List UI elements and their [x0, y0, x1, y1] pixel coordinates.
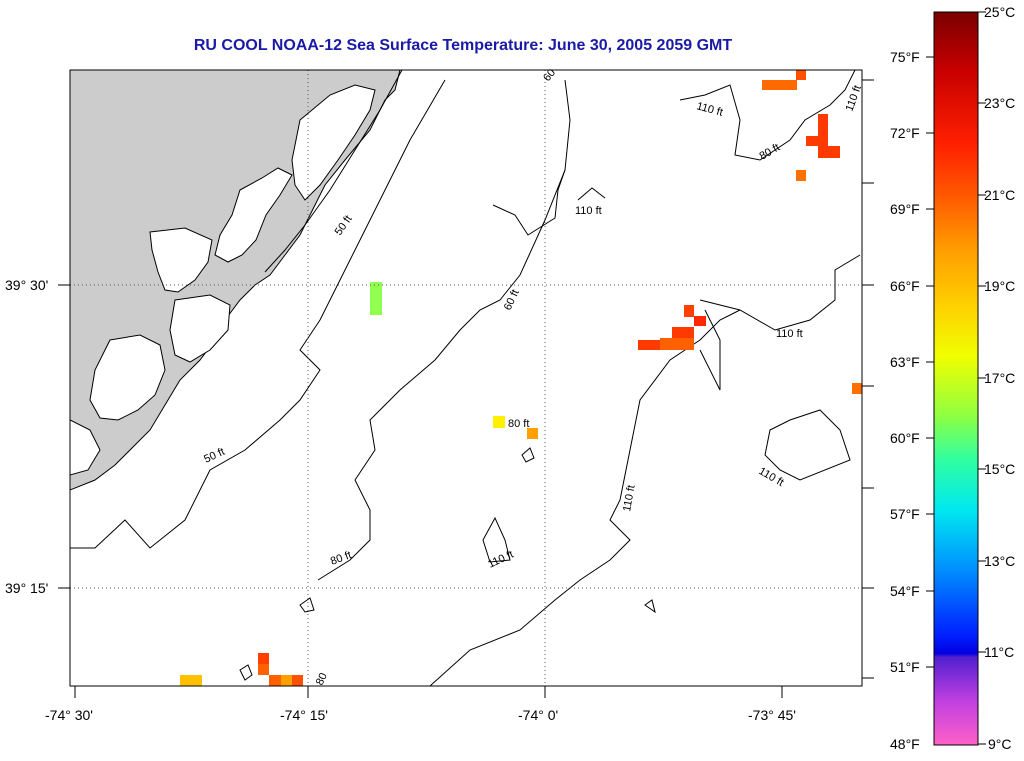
- celsius-label: 21°C: [984, 187, 1015, 203]
- coastline: [264, 70, 403, 273]
- contour-label: 110 ft: [757, 465, 786, 489]
- fahrenheit-label: 66°F: [890, 278, 920, 294]
- axis-ticks: [58, 79, 874, 698]
- celsius-label: 25°C: [984, 4, 1015, 20]
- sst-pixels: [180, 70, 862, 686]
- contour-label: 110 ft: [844, 84, 864, 113]
- map-title: RU COOL NOAA-12 Sea Surface Temperature:…: [193, 37, 733, 54]
- celsius-label: 15°C: [984, 461, 1015, 477]
- contour-label: 80 ft: [758, 142, 783, 163]
- colorbar-fahrenheit-labels: 75°F 72°F 69°F 66°F 63°F 60°F 57°F 54°F …: [890, 49, 920, 752]
- fahrenheit-label: 60°F: [890, 430, 920, 446]
- y-tick-label: 39° 30': [5, 277, 48, 293]
- bay: [70, 419, 101, 476]
- contour-label: 80 ft: [508, 418, 529, 430]
- bathymetry-contours: [70, 70, 861, 686]
- bay: [291, 84, 376, 201]
- contour-label: 110 ft: [575, 205, 602, 217]
- fahrenheit-label: 48°F: [890, 736, 920, 752]
- bay: [169, 294, 231, 363]
- fahrenheit-label: 54°F: [890, 583, 920, 599]
- y-tick-label: 39° 15': [5, 580, 48, 596]
- bay: [214, 167, 293, 263]
- bay: [149, 227, 213, 293]
- contour-label: 50 ft: [333, 213, 355, 237]
- x-tick-label: -73° 45': [748, 707, 796, 723]
- contour-label: 110 ft: [695, 100, 724, 119]
- bay: [89, 334, 166, 421]
- contour-label: 60 ft: [502, 288, 522, 312]
- map-frame: [69, 69, 863, 687]
- celsius-label: 23°C: [984, 95, 1015, 111]
- celsius-label: 19°C: [984, 278, 1015, 294]
- fahrenheit-label: 75°F: [890, 49, 920, 65]
- celsius-label: 9°C: [988, 736, 1012, 752]
- contour-label: 110 ft: [621, 484, 637, 512]
- x-tick-label: -74° 15': [280, 707, 328, 723]
- fahrenheit-label: 72°F: [890, 125, 920, 141]
- fahrenheit-label: 57°F: [890, 506, 920, 522]
- colorbar-celsius-labels: 25°C 23°C 21°C 19°C 17°C 15°C 13°C 11°C …: [984, 4, 1015, 752]
- contour-labels: 50 ft 50 ft 60 ft 60 80 ft 80 ft 80 ft 8…: [202, 67, 864, 687]
- colorbar-ticks: [926, 11, 986, 745]
- contour-label: 80: [314, 671, 330, 687]
- fahrenheit-label: 51°F: [890, 659, 920, 675]
- celsius-label: 13°C: [984, 553, 1015, 569]
- x-tick-label: -74° 30': [45, 707, 93, 723]
- contour-label: 60: [541, 67, 558, 84]
- colorbar: [933, 11, 979, 746]
- celsius-label: 17°C: [984, 370, 1015, 386]
- graticule: [70, 70, 862, 686]
- fahrenheit-label: 63°F: [890, 354, 920, 370]
- contour-label: 110 ft: [776, 328, 803, 340]
- contour-label: 110 ft: [486, 549, 515, 571]
- fahrenheit-label: 69°F: [890, 201, 920, 217]
- x-tick-label: -74° 0': [518, 707, 558, 723]
- celsius-label: 11°C: [984, 644, 1014, 660]
